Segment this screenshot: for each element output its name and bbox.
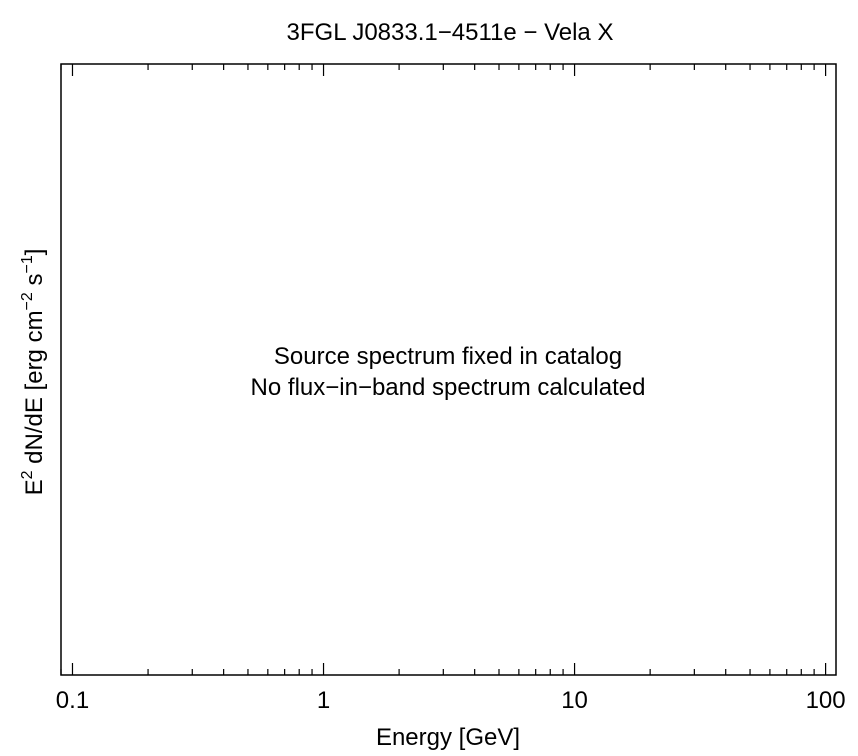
x-tick-label: 100 [806,687,846,714]
chart-title: 3FGL J0833.1−4511e − Vela X [287,19,614,46]
x-tick-label: 0.1 [56,687,89,714]
x-tick-label: 1 [317,687,330,714]
annotation-line-1: Source spectrum fixed in catalog [274,343,622,370]
x-tick-label: 10 [561,687,588,714]
x-axis-ticks [60,64,827,675]
plot-frame [60,63,837,676]
annotation-line-2: No flux−in−band spectrum calculated [251,374,646,401]
x-axis-tick-labels: 0.1 1 10 100 [56,687,846,714]
x-axis-label: Energy [GeV] [376,724,520,751]
y-axis-label: E2 dN/dE [erg cm−2 s−1] [19,249,48,496]
